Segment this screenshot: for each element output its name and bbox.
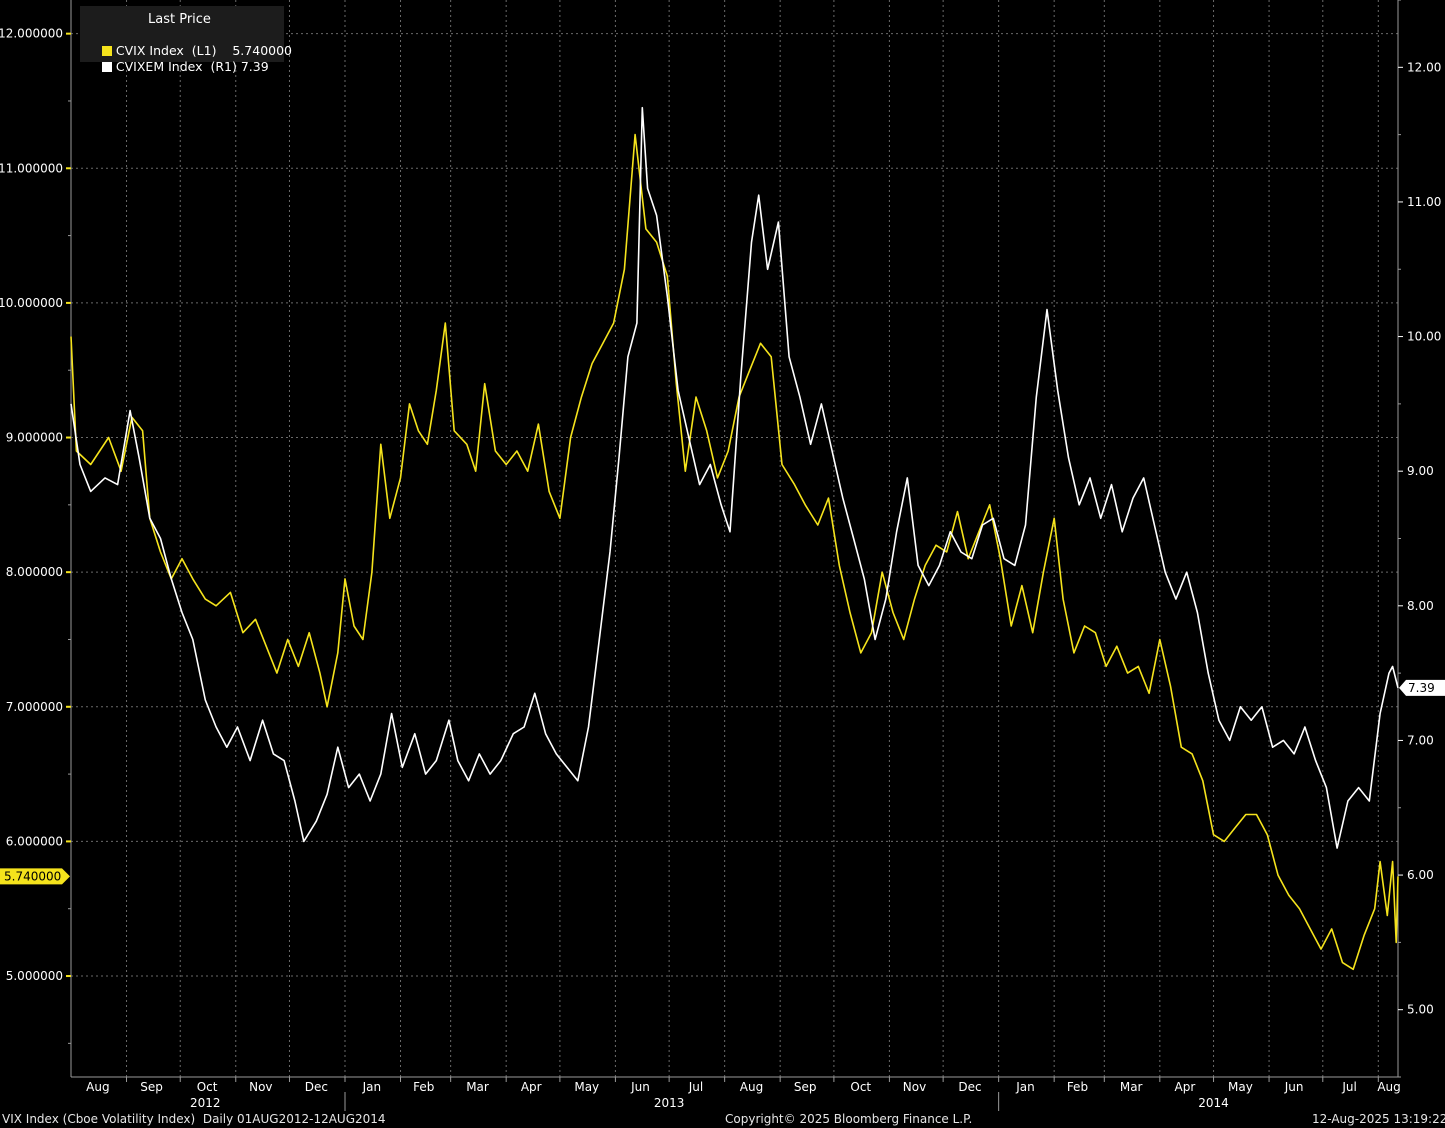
right-tick-label-7: 12.00 [1407,60,1441,74]
month-label-17: Jan [1015,1080,1035,1094]
left-last-value-label: 5.740000 [4,869,61,883]
legend: Last Price CVIX Index (L1) 5.740000 CVIX… [80,6,292,74]
left-tick-label-2: 7.000000 [6,700,63,714]
right-tick-label-5: 10.00 [1407,330,1441,344]
legend-axis-cvix: (L1) [191,43,217,58]
month-label-8: Apr [521,1080,542,1094]
month-label-20: Apr [1175,1080,1196,1094]
left-tick-label-0: 5.000000 [6,969,63,983]
month-label-5: Jan [362,1080,382,1094]
month-label-21: May [1228,1080,1253,1094]
month-label-22: Jun [1284,1080,1304,1094]
left-tick-label-6: 11.000000 [0,161,63,175]
month-label-16: Dec [958,1080,981,1094]
footer-description: VIX Index (Cboe Volatility Index) Daily … [2,1112,386,1126]
month-label-19: Mar [1120,1080,1143,1094]
right-tick-label-4: 9.00 [1407,464,1434,478]
legend-value-cvix: 5.740000 [232,43,293,58]
month-label-0: Aug [86,1080,109,1094]
right-tick-label-1: 6.00 [1407,868,1434,882]
month-label-11: Jul [688,1080,703,1094]
legend-title: Last Price [148,12,211,27]
legend-swatch-cvixem [101,62,112,72]
right-last-value-tag [1399,679,1445,696]
legend-axis-cvixem: (R1) [210,59,237,74]
legend-row-cvixem: CVIXEM Index (R1) 7.39 [86,44,269,89]
month-label-6: Feb [413,1080,434,1094]
legend-value-cvixem: 7.39 [240,59,269,74]
right-tick-label-0: 5.00 [1407,1003,1434,1017]
month-label-4: Dec [305,1080,328,1094]
right-tick-label-6: 11.00 [1407,195,1441,209]
legend-swatch-cvix [101,46,112,56]
left-tick-label-7: 12.000000 [0,27,63,41]
series-line-cvixem [70,106,1399,849]
left-tick-label-4: 9.000000 [6,431,63,445]
month-label-14: Oct [850,1080,871,1094]
year-label-0: 2012 [190,1096,221,1110]
footer-timestamp: 12-Aug-2025 13:19:22 [1312,1112,1445,1126]
month-label-3: Nov [249,1080,272,1094]
right-last-value-label: 7.39 [1408,681,1435,695]
month-label-9: May [574,1080,599,1094]
axes [66,0,1403,1111]
footer-copyright: Copyright© 2025 Bloomberg Finance L.P. [725,1112,973,1126]
year-label-1: 2013 [654,1096,685,1110]
axis-labels: 5.000000 6.000000 7.000000 8.000000 9.000000… [0,27,1445,1110]
grid-lines [71,0,1398,1077]
month-label-7: Mar [466,1080,489,1094]
series-layer [70,106,1399,971]
right-tick-label-2: 7.00 [1407,733,1434,747]
legend-row-cvix: CVIX Index (L1) 5.740000 [86,28,292,73]
left-tick-label-5: 10.000000 [0,296,63,310]
legend-ticker-cvix: CVIX Index [115,43,184,58]
month-label-24: Aug [1377,1080,1400,1094]
left-tick-label-1: 6.000000 [6,834,63,848]
month-label-2: Oct [197,1080,218,1094]
month-label-23: Jul [1341,1080,1356,1094]
right-tick-label-3: 8.00 [1407,599,1434,613]
year-label-2: 2014 [1198,1096,1229,1110]
left-last-value-tag [0,868,70,885]
month-label-1: Sep [140,1080,163,1094]
month-label-13: Sep [794,1080,817,1094]
month-label-15: Nov [903,1080,926,1094]
month-label-12: Aug [740,1080,763,1094]
month-label-18: Feb [1067,1080,1088,1094]
month-label-10: Jun [630,1080,650,1094]
left-tick-label-3: 8.000000 [6,565,63,579]
legend-ticker-cvixem: CVIXEM Index [115,59,203,74]
series-line-cvix [70,133,1399,971]
